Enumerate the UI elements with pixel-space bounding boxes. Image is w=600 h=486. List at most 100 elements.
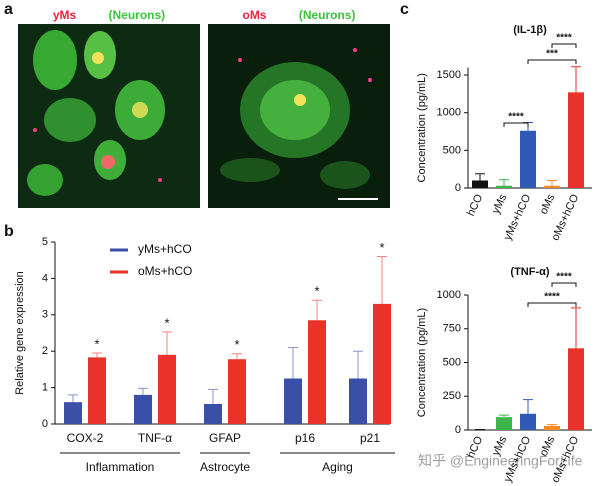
- error-bar: [547, 179, 557, 186]
- y-tick-label: 1: [42, 382, 48, 394]
- error-bar: [475, 173, 485, 181]
- error-bar: [499, 179, 509, 186]
- bar: [158, 354, 176, 424]
- bar: [134, 394, 152, 424]
- error-bar: [571, 66, 581, 93]
- y-tick-label: 0: [42, 418, 48, 430]
- title-part: (Neurons): [109, 8, 166, 22]
- bar: [568, 348, 584, 430]
- title-part: (Neurons): [299, 8, 356, 22]
- error-bar: [523, 399, 533, 414]
- x-tick-label: p21: [360, 431, 380, 445]
- bar: [568, 92, 584, 188]
- significance: ***: [546, 49, 558, 60]
- error-bar: [232, 353, 242, 360]
- x-tick-label: p16: [295, 431, 315, 445]
- bar: [373, 303, 391, 424]
- y-tick-label: 3: [42, 309, 48, 321]
- significance-bracket: [551, 43, 577, 48]
- significance: ****: [556, 33, 572, 44]
- x-tick-label: GFAP: [209, 431, 241, 445]
- group-label: Astrocyte: [200, 460, 250, 474]
- bar: [520, 130, 536, 188]
- error-bar: [138, 387, 148, 395]
- panel-label: b: [4, 223, 14, 240]
- y-tick-label: 1500: [437, 69, 461, 81]
- bar: [472, 180, 488, 188]
- image-title: yMs+hCO(Neurons): [53, 8, 165, 22]
- y-tick-label: 500: [443, 356, 461, 368]
- x-tick-label: yMs: [490, 192, 510, 216]
- group-label: Inflammation: [86, 460, 155, 474]
- y-tick-label: 2: [42, 345, 48, 357]
- y-tick-label: 4: [42, 272, 48, 284]
- chart-title: (TNF-α): [510, 266, 549, 278]
- legend-label: yMs+hCO: [138, 242, 192, 256]
- error-bar: [353, 350, 363, 379]
- y-axis-label: Concentration (pg/mL): [416, 308, 428, 417]
- y-tick-label: 0: [455, 182, 461, 194]
- bar: [204, 403, 222, 424]
- watermark: 知乎 @EngineeringForLife: [418, 453, 583, 469]
- error-bar: [547, 424, 557, 426]
- error-bar: [68, 394, 78, 403]
- significance-bracket: [527, 59, 577, 64]
- bar: [496, 185, 512, 188]
- error-bar: [377, 256, 387, 304]
- y-axis-label: Relative gene expression: [14, 271, 26, 395]
- title-part: +hCO: [266, 8, 298, 22]
- y-tick-label: 5: [42, 236, 48, 248]
- micrograph: [18, 24, 200, 208]
- significance: ****: [544, 292, 560, 303]
- bar: [349, 378, 367, 424]
- significance: ****: [556, 272, 572, 283]
- chart-title: (IL-1β): [513, 24, 547, 36]
- y-tick-label: 750: [443, 323, 461, 335]
- bar: [228, 359, 246, 424]
- error-bar: [499, 414, 509, 418]
- error-bar: [162, 331, 172, 355]
- significance: *: [314, 284, 319, 299]
- error-bar: [208, 388, 218, 404]
- significance: *: [94, 336, 99, 351]
- error-bar: [288, 347, 298, 379]
- significance: *: [164, 315, 169, 330]
- bar: [64, 402, 82, 424]
- significance: *: [379, 240, 384, 255]
- title-part: oMs: [242, 8, 266, 22]
- title-part: +hCO: [76, 8, 108, 22]
- significance-bracket: [503, 122, 529, 127]
- legend-label: oMs+hCO: [138, 264, 192, 278]
- title-part: yMs: [53, 8, 77, 22]
- bar: [520, 413, 536, 430]
- y-tick-label: 500: [443, 144, 461, 156]
- error-bar: [571, 307, 581, 349]
- x-tick-label: hCO: [465, 192, 486, 218]
- y-tick-label: 1000: [437, 289, 461, 301]
- bar: [496, 417, 512, 430]
- significance: *: [234, 337, 239, 352]
- y-tick-label: 0: [455, 424, 461, 436]
- x-tick-label: TNF-α: [138, 431, 172, 445]
- bar: [308, 320, 326, 424]
- panel-label: a: [4, 1, 13, 18]
- group-label: Aging: [322, 460, 353, 474]
- significance-bracket: [527, 302, 577, 307]
- micrograph: [208, 24, 390, 208]
- bar: [544, 185, 560, 188]
- y-axis-label: Concentration (pg/mL): [416, 73, 428, 182]
- image-title: oMs+hCO(Neurons): [242, 8, 355, 22]
- bar: [88, 357, 106, 424]
- error-bar: [92, 352, 102, 358]
- y-tick-label: 250: [443, 390, 461, 402]
- panel-label: c: [400, 1, 409, 18]
- x-tick-label: oMs: [538, 192, 558, 216]
- x-tick-label: COX-2: [67, 431, 104, 445]
- bar: [284, 378, 302, 424]
- y-tick-label: 1000: [437, 107, 461, 119]
- significance: ****: [508, 112, 524, 123]
- bar: [544, 425, 560, 430]
- significance-bracket: [551, 282, 577, 287]
- error-bar: [312, 299, 322, 321]
